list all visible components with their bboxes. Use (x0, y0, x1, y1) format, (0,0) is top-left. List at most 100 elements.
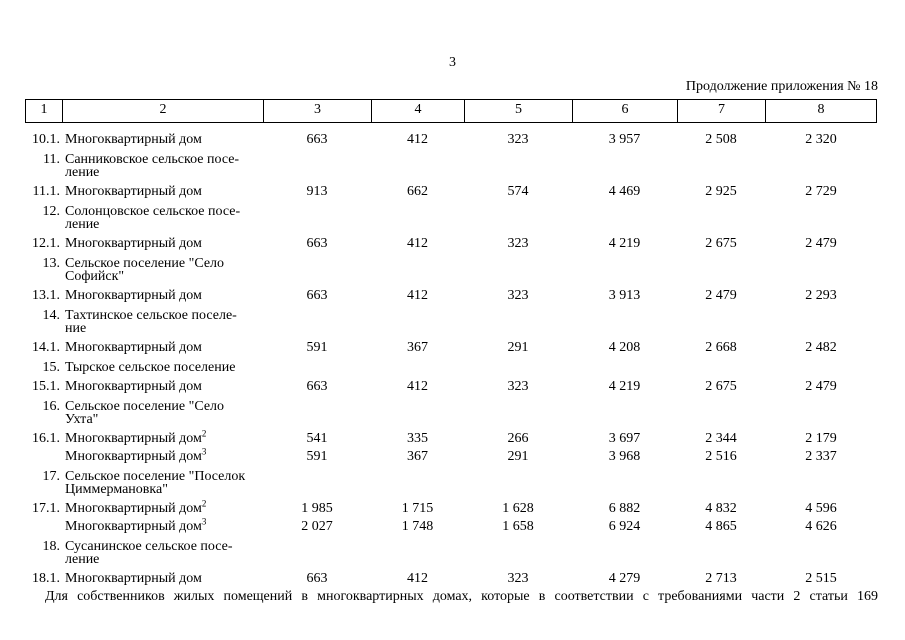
row-label-text: Многоквартирный дом (65, 449, 202, 464)
row-number: 12.1. (32, 236, 60, 251)
value-cell-col6: 6 924 (608, 519, 641, 534)
row-label: Многоквартирный дом (60, 379, 263, 394)
value-cell-col4: 1 748 (401, 519, 434, 534)
table-row: 18. Сусанинское сельское посе- ление (25, 540, 877, 567)
table-row: 12. Солонцовское сельское посе- ление (25, 204, 877, 232)
row-label: Санниковское сельское посе- ление (60, 153, 263, 180)
value-cell-col4: 1 715 (401, 501, 434, 516)
table-row: 14. Тахтинское сельское поселе- ние (25, 308, 877, 336)
row-label-text: Многоквартирный дом (65, 431, 202, 446)
table-row: 16. Сельское поселение "Село Ухта" (25, 399, 877, 427)
value-cell-col6: 6 882 (608, 501, 641, 516)
row-label-text: Многоквартирный дом (65, 236, 202, 251)
column-header-1: 1 (26, 100, 63, 122)
value-cell-col3: 591 (306, 449, 328, 464)
value-cell-col7: 2 479 (705, 288, 737, 303)
row-label-text: Многоквартирный дом (65, 288, 202, 303)
column-header-3: 3 (264, 100, 372, 122)
value-cell-col5: 323 (507, 379, 529, 394)
appendix-continuation-label: Продолжение приложения № 18 (685, 79, 878, 94)
value-cell-col7: 2 713 (705, 571, 737, 586)
value-cell-col6: 3 913 (608, 288, 641, 303)
table-row: 11. Санниковское сельское посе- ление (25, 152, 877, 180)
value-cell-col7: 2 516 (705, 449, 737, 464)
table-row: 10.1. Многоквартирный дом 663 412 323 3 957 2 … (25, 132, 877, 147)
value-cell-col6: 4 469 (608, 184, 641, 199)
value-cell-col5: 574 (507, 184, 529, 199)
table-row: Многоквартирный дом3 591 367 291 3 968 2 516 2… (25, 447, 877, 464)
value-cell-col4: 412 (407, 236, 428, 251)
row-label: Многоквартирный дом (60, 341, 263, 355)
row-number: 14.1. (32, 340, 60, 355)
value-cell-col6: 3 957 (608, 132, 641, 147)
footnote-superscript: 2 (201, 428, 207, 439)
row-label: Солонцовское сельское посе- ление (60, 205, 263, 232)
value-cell-col3: 663 (306, 288, 328, 303)
value-cell-col5: 1 628 (502, 501, 534, 516)
row-label: Многоквартирный дом3 (60, 447, 263, 464)
table-row: 11.1. Многоквартирный дом 913 662 574 4 469 2 … (25, 184, 877, 199)
value-cell-col7: 4 832 (705, 501, 737, 516)
value-cell-col8: 2 515 (805, 571, 837, 586)
value-cell-col4: 335 (407, 431, 428, 446)
value-cell-col5: 291 (507, 449, 529, 464)
value-cell-col5: 1 658 (502, 519, 534, 534)
row-label-text: Многоквартирный дом (65, 501, 202, 516)
value-cell-col5: 266 (507, 431, 529, 446)
table-row: 18.1. Многоквартирный дом 663 412 323 4 279 2 … (25, 571, 877, 586)
table-row: 16.1. Многоквартирный дом2 541 335 266 3 697 2… (25, 429, 877, 446)
value-cell-col8: 4 596 (805, 501, 837, 516)
footnote-superscript: 2 (201, 498, 207, 509)
value-cell-col3: 663 (306, 236, 328, 251)
row-label-text: Многоквартирный дом (65, 571, 202, 586)
row-number: 11. (43, 152, 60, 167)
column-header-8: 8 (817, 102, 825, 117)
value-cell-col5: 323 (507, 132, 529, 147)
value-cell-col5: 291 (507, 340, 529, 355)
row-number: 13.1. (32, 288, 60, 303)
row-label: Многоквартирный дом (60, 288, 263, 303)
value-cell-col8: 2 337 (805, 449, 837, 464)
value-cell-col8: 2 479 (805, 236, 837, 251)
value-cell-col3: 663 (306, 379, 328, 394)
row-number: 16. (42, 399, 61, 414)
value-cell-col8: 2 729 (805, 184, 837, 199)
column-header-4: 4 (372, 100, 465, 122)
table-body: 10.1. Многоквартирный дом 663 412 323 3 957 2 … (25, 132, 877, 586)
value-cell-col3: 663 (306, 132, 328, 147)
value-cell-col7: 4 865 (705, 519, 737, 534)
value-cell-col4: 412 (407, 288, 428, 303)
value-cell-col3: 663 (306, 571, 328, 586)
row-label: Сельское поселение "Село Софийск" (60, 257, 263, 284)
row-label-text: Многоквартирный дом (65, 132, 202, 147)
row-label-text: Тахтинское сельское поселе- ние (65, 308, 237, 336)
value-cell-col6: 4 279 (608, 571, 641, 586)
footnote-superscript: 3 (201, 446, 207, 457)
row-label: Сусанинское сельское посе- ление (60, 540, 263, 567)
row-label: Многоквартирный дом (60, 132, 263, 147)
row-number: 17.1. (32, 501, 60, 516)
row-label-text: Тырское сельское поселение (65, 360, 236, 375)
footnote-paragraph: Для собственников жилых помещений в мног… (45, 589, 878, 604)
footnote-superscript: 3 (201, 516, 207, 527)
row-label: Сельское поселение "Поселок Циммермановк… (60, 470, 263, 497)
value-cell-col3: 913 (306, 184, 328, 199)
value-cell-col8: 2 320 (805, 132, 837, 147)
value-cell-col4: 412 (407, 379, 428, 394)
value-cell-col6: 3 968 (608, 449, 641, 464)
value-cell-col4: 367 (407, 449, 428, 464)
row-number: 12. (42, 204, 61, 219)
value-cell-col4: 662 (407, 184, 428, 199)
row-number: 15.1. (32, 379, 60, 394)
row-label-text: Многоквартирный дом (65, 379, 202, 394)
value-cell-col3: 2 027 (301, 519, 333, 534)
table-row: 14.1. Многоквартирный дом 591 367 291 4 208 2 … (25, 340, 877, 355)
table-row: 17.1. Многоквартирный дом2 1 985 1 715 1 628… (25, 499, 877, 516)
row-label: Многоквартирный дом2 (60, 429, 263, 446)
value-cell-col8: 2 293 (805, 288, 837, 303)
value-cell-col7: 2 508 (705, 132, 737, 147)
row-label: Тырское сельское поселение (60, 360, 263, 375)
table-row: 17. Сельское поселение "Поселок Циммерман… (25, 470, 877, 497)
